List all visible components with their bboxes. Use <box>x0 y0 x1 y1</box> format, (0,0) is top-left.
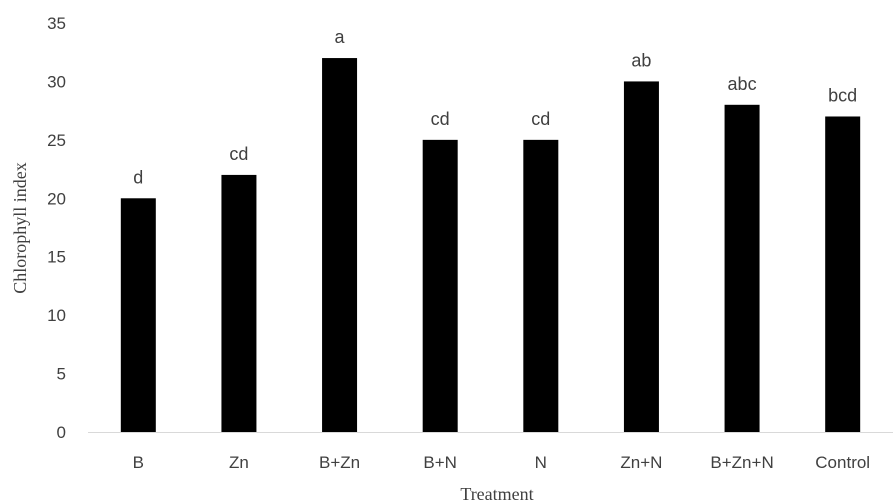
x-axis-title: Treatment <box>460 484 533 504</box>
y-tick-label: 10 <box>47 306 66 325</box>
data-labels: d cd a cd cd ab abc bcd <box>133 27 857 187</box>
y-tick-label: 15 <box>47 248 66 267</box>
y-axis-ticks: 0 5 10 15 20 25 30 35 <box>47 14 66 442</box>
bar-data-label: cd <box>229 144 248 164</box>
x-category-label: N <box>535 453 547 472</box>
x-category-label: B <box>133 453 144 472</box>
y-tick-label: 20 <box>47 189 66 208</box>
y-tick-label: 30 <box>47 72 66 91</box>
bar-data-label: bcd <box>828 85 857 105</box>
bar <box>523 139 559 432</box>
bar <box>422 139 458 432</box>
bar <box>322 58 358 433</box>
x-category-label: Control <box>815 453 870 472</box>
x-category-label: B+Zn <box>319 453 360 472</box>
bar <box>120 198 156 432</box>
bar-data-label: cd <box>431 109 450 129</box>
bar <box>825 116 861 432</box>
y-axis-title: Chlorophyll index <box>10 162 30 294</box>
bar-data-label: a <box>335 27 346 47</box>
x-category-label: B+N <box>423 453 457 472</box>
category-labels: B Zn B+Zn B+N N Zn+N B+Zn+N Control <box>133 453 870 472</box>
x-category-label: Zn+N <box>620 453 662 472</box>
bar <box>623 81 659 432</box>
x-category-label: B+Zn+N <box>710 453 773 472</box>
y-tick-label: 0 <box>57 423 66 442</box>
bar <box>724 104 760 433</box>
bar-series <box>120 58 861 433</box>
y-tick-label: 35 <box>47 14 66 33</box>
bar-data-label: ab <box>631 50 651 70</box>
x-category-label: Zn <box>229 453 249 472</box>
bar-data-label: cd <box>531 109 550 129</box>
bar-data-label: abc <box>728 74 757 94</box>
y-tick-label: 25 <box>47 131 66 150</box>
bar-data-label: d <box>133 167 143 187</box>
bar <box>221 174 257 432</box>
y-tick-label: 5 <box>57 365 66 384</box>
